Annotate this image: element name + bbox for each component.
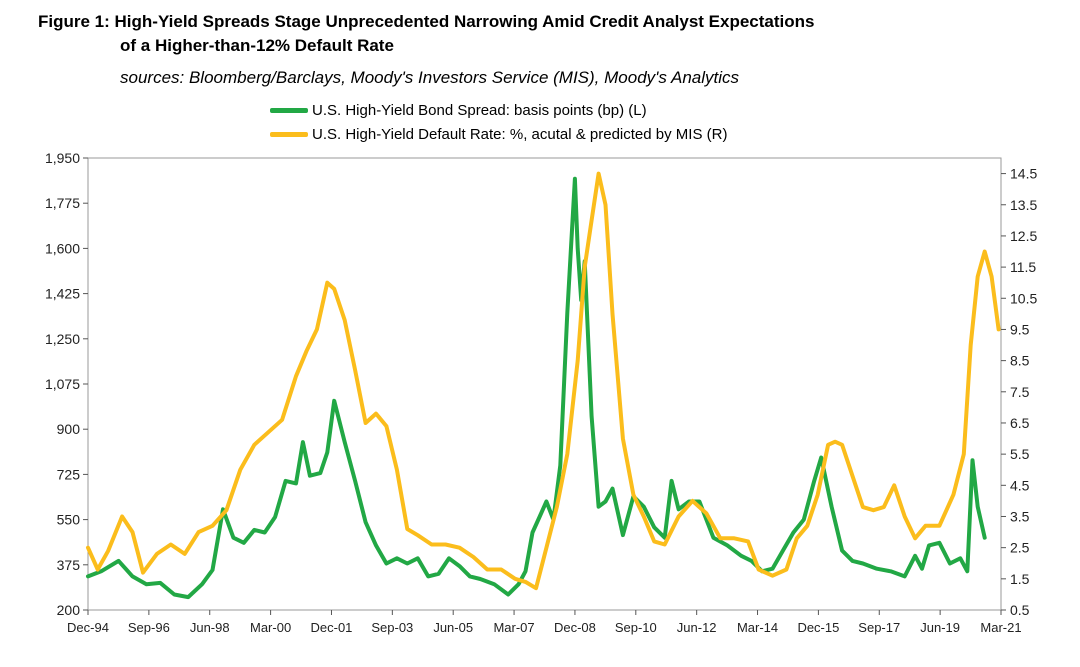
legend-label-default: U.S. High-Yield Default Rate: %, acutal … [312, 125, 728, 143]
right-tick-label: 13.5 [1010, 197, 1037, 213]
x-tick-label: Jun-19 [920, 620, 960, 635]
x-tick-label: Mar-21 [980, 620, 1021, 635]
legend-item-default: U.S. High-Yield Default Rate: %, acutal … [270, 122, 727, 146]
right-tick-label: 3.5 [1010, 508, 1030, 524]
right-tick-label: 9.5 [1010, 321, 1030, 337]
legend-swatch-spread [270, 107, 308, 113]
default-rate-line [86, 171, 1001, 591]
right-tick-label: 5.5 [1010, 446, 1030, 462]
plot-area-frame [87, 157, 1002, 611]
x-tick-label: Sep-17 [858, 620, 900, 635]
x-tick-label: Sep-03 [371, 620, 413, 635]
x-tick-label: Mar-00 [250, 620, 291, 635]
left-tick-label: 1,775 [45, 195, 80, 211]
x-tick-label: Mar-07 [493, 620, 534, 635]
right-tick-label: 2.5 [1010, 540, 1030, 556]
right-tick-label: 7.5 [1010, 384, 1030, 400]
left-tick-label: 1,075 [45, 376, 80, 392]
x-tick-label: Dec-15 [797, 620, 839, 635]
right-tick-label: 8.5 [1010, 353, 1030, 369]
left-tick-label: 1,425 [45, 286, 80, 302]
spread-line [86, 176, 987, 600]
x-tick-label: Sep-96 [128, 620, 170, 635]
left-tick-label: 550 [57, 512, 81, 528]
x-tick-label: Dec-94 [67, 620, 109, 635]
right-tick-label: 4.5 [1010, 477, 1030, 493]
x-tick-label: Jun-12 [677, 620, 717, 635]
chart-title: Figure 1: High-Yield Spreads Stage Unpre… [38, 10, 814, 58]
right-tick-label: 11.5 [1010, 259, 1036, 275]
left-tick-label: 1,950 [45, 150, 80, 166]
chart-legend: U.S. High-Yield Bond Spread: basis point… [270, 98, 727, 146]
right-axis: 0.5 1.5 2.5 3.5 4.5 5.5 6.5 7.5 8.5 9.5 10.5 11.5 12… [1001, 166, 1037, 618]
right-tick-label: 6.5 [1010, 415, 1030, 431]
legend-swatch-default [270, 131, 308, 137]
x-tick-label: Dec-01 [311, 620, 353, 635]
chart-sources: sources: Bloomberg/Barclays, Moody's Inv… [120, 68, 740, 87]
left-tick-label: 1,250 [45, 331, 80, 347]
title-line-2: of a Higher-than-12% Default Rate [120, 36, 394, 55]
right-tick-label: 1.5 [1010, 571, 1030, 587]
legend-item-spread: U.S. High-Yield Bond Spread: basis point… [270, 98, 727, 122]
left-tick-label: 900 [57, 421, 81, 437]
left-tick-label: 200 [57, 602, 81, 618]
right-tick-label: 0.5 [1010, 602, 1030, 618]
x-tick-label: Mar-14 [737, 620, 778, 635]
x-tick-label: Jun-98 [190, 620, 230, 635]
left-tick-label: 375 [57, 557, 81, 573]
title-line-1: Figure 1: High-Yield Spreads Stage Unpre… [38, 12, 815, 31]
x-tick-label: Sep-10 [615, 620, 657, 635]
left-tick-label: 725 [57, 466, 81, 482]
legend-label-spread: U.S. High-Yield Bond Spread: basis point… [312, 101, 647, 119]
right-tick-label: 10.5 [1010, 290, 1037, 306]
x-tick-label: Jun-05 [433, 620, 473, 635]
left-tick-label: 1,600 [45, 240, 80, 256]
right-tick-label: 14.5 [1010, 166, 1037, 182]
right-tick-label: 12.5 [1010, 228, 1037, 244]
x-tick-label: Dec-08 [554, 620, 596, 635]
series-layer [86, 171, 1001, 600]
x-axis: Dec-94 Sep-96 Jun-98 Mar-00 Dec-01 Sep-03 Jun-… [67, 610, 1022, 635]
left-axis: 200 375 550 725 900 1,075 1,250 1,425 1,600 1,775… [45, 150, 88, 618]
